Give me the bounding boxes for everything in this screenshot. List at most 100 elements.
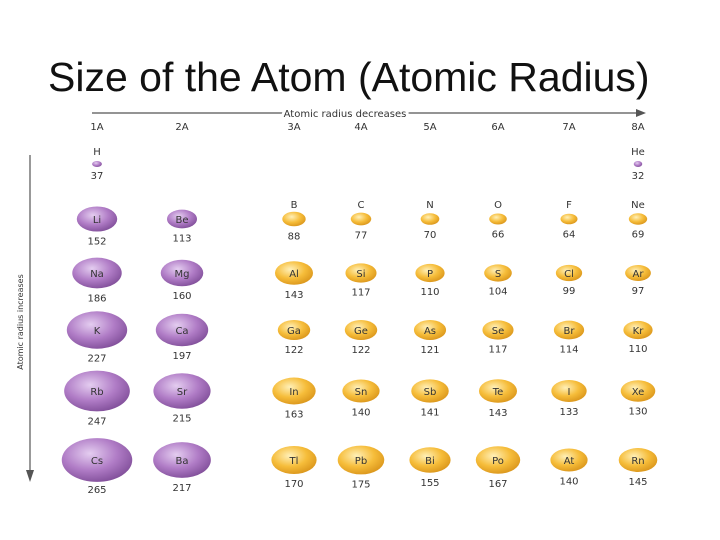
atom-po: Po 167 — [475, 446, 521, 490]
atom-symbol-in: In — [289, 387, 298, 398]
atom-sphere-at — [550, 448, 588, 472]
atom-radius-ba: 217 — [172, 483, 191, 494]
group-label-4a: 4A — [354, 122, 367, 133]
atom-radius-cl: 99 — [563, 286, 576, 297]
atom-sphere-f — [560, 213, 578, 225]
atom-ar: Ar 97 — [625, 265, 651, 297]
atom-symbol-kr: Kr — [633, 326, 645, 337]
group-label-3a: 3A — [287, 122, 300, 133]
atom-al: Al 143 — [274, 261, 314, 301]
atom-symbol-be: Be — [175, 215, 188, 226]
atom-symbol-k: K — [94, 326, 101, 337]
atom-sphere-n — [420, 213, 440, 225]
side-arrow-label: Atomic radius increases — [16, 274, 25, 369]
atom-radius-n: 70 — [424, 230, 437, 241]
atom-symbol-at: At — [564, 456, 575, 467]
atom-sphere-sr — [153, 373, 211, 409]
atom-radius-pb: 175 — [351, 479, 370, 490]
atom-kr: Kr 110 — [623, 320, 653, 355]
atom-sphere-br — [553, 320, 585, 340]
atom-sphere-ne — [628, 213, 648, 225]
atom-sr: Sr 215 — [153, 373, 211, 425]
atom-symbol-al: Al — [289, 269, 299, 280]
atom-pb: Pb 175 — [337, 445, 385, 490]
atom-br: Br 114 — [553, 320, 585, 355]
atom-radius-br: 114 — [559, 344, 578, 355]
group-label-8a: 8A — [631, 122, 644, 133]
atom-sphere-al — [274, 261, 314, 285]
atom-sphere-bi — [409, 447, 451, 473]
atom-radius-ne: 69 — [632, 230, 645, 241]
atoms-grid: H 37 Li 152 Na 186 K 227 Rb 247 Cs 265 Be 113 Mg 160 Ca 1… — [61, 147, 658, 496]
atom-radius-ge: 122 — [351, 345, 370, 356]
atom-be: Be 113 — [166, 209, 198, 244]
atom-symbol-pb: Pb — [355, 456, 367, 467]
atom-radius-bi: 155 — [420, 478, 439, 489]
atom-symbol-cl: Cl — [564, 269, 574, 280]
atom-symbol-p: P — [427, 269, 433, 280]
atom-sphere-te — [478, 379, 518, 403]
atom-radius-sn: 140 — [351, 408, 370, 419]
atom-sphere-rn — [618, 448, 658, 472]
atom-radius-po: 167 — [488, 479, 507, 490]
atom-ca: Ca 197 — [155, 313, 209, 362]
atom-radius-as: 121 — [420, 345, 439, 356]
atom-n: N 70 — [420, 200, 440, 241]
atom-te: Te 143 — [478, 379, 518, 419]
atom-symbol-po: Po — [492, 456, 504, 467]
atom-symbol-bi: Bi — [425, 456, 435, 467]
atom-symbol-ga: Ga — [287, 326, 301, 337]
atom-symbol-li: Li — [93, 215, 101, 226]
atom-symbol-sr: Sr — [177, 387, 188, 398]
atom-symbol-sn: Sn — [355, 387, 368, 398]
atom-symbol-br: Br — [564, 326, 576, 337]
atom-radius-he: 32 — [632, 171, 645, 182]
atom-radius-ar: 97 — [632, 286, 645, 297]
atom-radius-rb: 247 — [87, 416, 106, 427]
atom-symbol-s: S — [495, 269, 501, 280]
atom-tl: Tl 170 — [271, 445, 317, 490]
atom-sphere-in — [272, 377, 316, 405]
atom-sphere-ge — [344, 319, 378, 341]
atom-f: F 64 — [560, 200, 578, 240]
atom-symbol-ne: Ne — [631, 200, 645, 211]
atom-symbol-c: C — [358, 200, 365, 211]
atom-radius-al: 143 — [284, 290, 303, 301]
atom-symbol-te: Te — [492, 387, 504, 398]
atom-ba: Ba 217 — [153, 442, 211, 494]
atom-symbol-o: O — [494, 200, 502, 211]
atom-radius-in: 163 — [284, 409, 303, 420]
atom-sphere-ga — [277, 319, 311, 341]
top-arrow-label: Atomic radius decreases — [284, 109, 407, 120]
atom-symbol-na: Na — [90, 269, 104, 280]
atom-sphere-na — [72, 257, 122, 289]
atom-sphere-k — [66, 311, 128, 349]
atom-sphere-s — [484, 264, 512, 282]
atom-ne: Ne 69 — [628, 200, 648, 241]
atom-i: I 133 — [551, 380, 587, 418]
atom-sphere-cs — [61, 438, 133, 482]
atom-sphere-rb — [64, 370, 130, 412]
atom-symbol-si: Si — [356, 269, 365, 280]
atom-k: K 227 — [66, 311, 128, 365]
atom-radius-i: 133 — [559, 407, 578, 418]
atom-radius-h: 37 — [91, 171, 104, 182]
atom-b: B 88 — [282, 200, 306, 242]
atom-radius-b: 88 — [288, 231, 301, 242]
atom-radius-s: 104 — [488, 287, 507, 298]
atom-radius-k: 227 — [87, 354, 106, 365]
atom-sphere-he — [633, 161, 643, 167]
atom-radius-c: 77 — [355, 230, 368, 241]
atom-symbol-sb: Sb — [424, 387, 437, 398]
atom-symbol-f: F — [566, 200, 572, 211]
atom-radius-se: 117 — [488, 345, 507, 356]
atom-sphere-mg — [160, 259, 204, 287]
atom-in: In 163 — [272, 377, 316, 420]
atom-sphere-se — [482, 320, 514, 340]
atom-symbol-ge: Ge — [354, 326, 368, 337]
atom-radius-na: 186 — [87, 293, 106, 304]
atom-bi: Bi 155 — [409, 447, 451, 489]
atom-sb: Sb 141 — [411, 379, 449, 419]
atom-mg: Mg 160 — [160, 259, 204, 302]
group-label-1a: 1A — [90, 122, 103, 133]
